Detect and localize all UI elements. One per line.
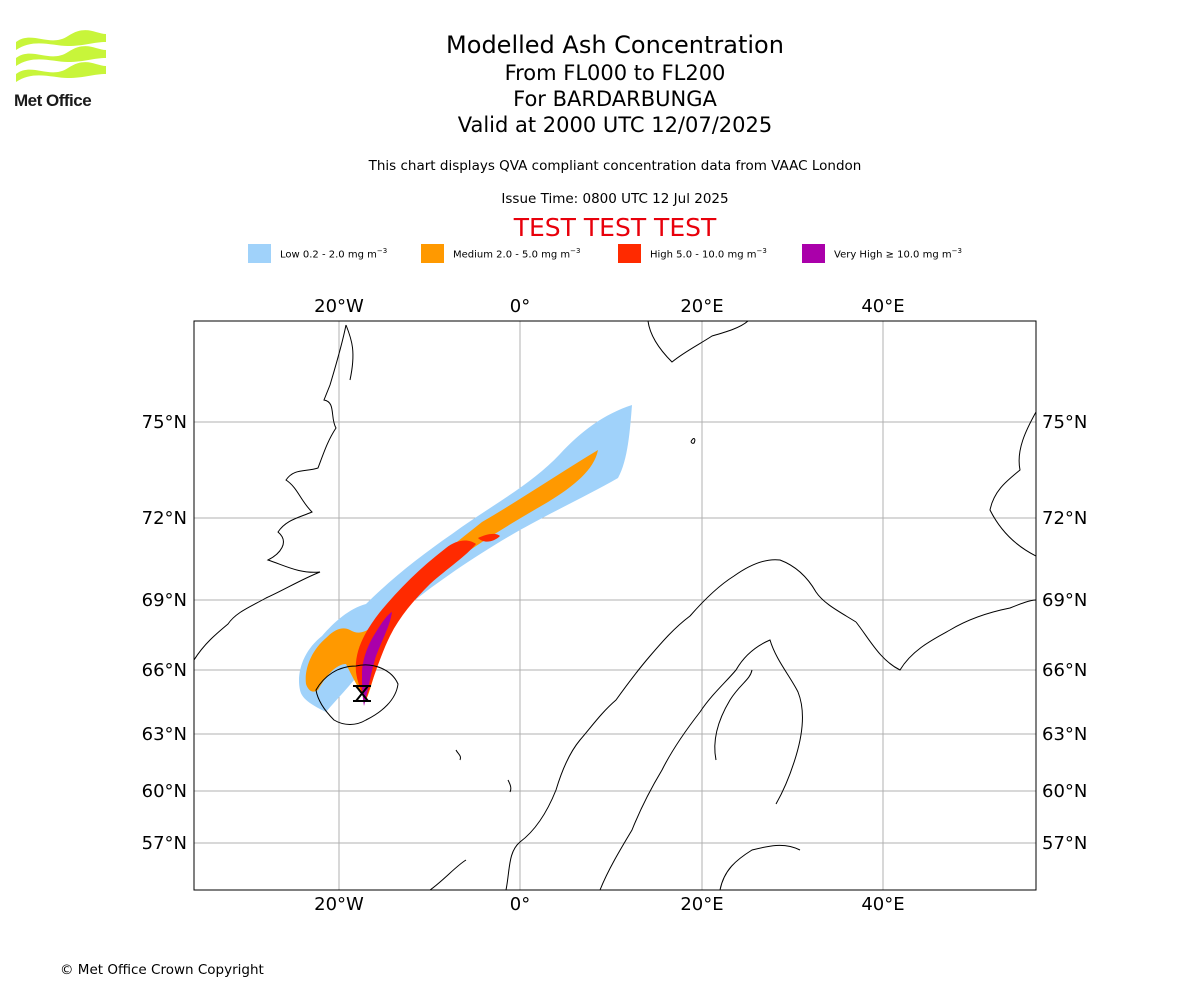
coast-russia xyxy=(855,599,1036,671)
ash-plume-very-high xyxy=(362,612,392,706)
chart-description: This chart displays QVA compliant concen… xyxy=(368,158,862,174)
legend-label-medium: Medium 2.0 - 5.0 mg m−3 xyxy=(453,247,581,261)
lat-label-right: 72°N xyxy=(1042,508,1087,529)
map-gridlines xyxy=(194,321,1036,890)
page-title: Modelled Ash Concentration xyxy=(446,31,784,59)
coast-bear-island xyxy=(690,438,696,444)
met-office-wordmark: Met Office xyxy=(14,91,92,110)
legend-swatch-medium xyxy=(421,244,444,263)
coast-iceland xyxy=(315,664,399,725)
coastlines xyxy=(194,321,1036,890)
lon-label-bottom: 20°E xyxy=(680,894,723,915)
lat-label-right: 66°N xyxy=(1042,660,1087,681)
legend-swatch-very-high xyxy=(802,244,825,263)
lat-label-right: 69°N xyxy=(1042,590,1087,611)
test-banner: TEST TEST TEST xyxy=(513,213,717,242)
lon-label-bottom: 20°W xyxy=(314,894,364,915)
met-office-logo xyxy=(16,30,106,82)
coast-sweden-finland xyxy=(599,639,803,890)
lon-label-bottom: 40°E xyxy=(861,894,904,915)
coast-shetland xyxy=(507,779,512,793)
lat-label-right: 60°N xyxy=(1042,781,1087,802)
lat-label-left: 75°N xyxy=(142,412,187,433)
lon-label-top: 40°E xyxy=(861,296,904,317)
copyright-notice: © Met Office Crown Copyright xyxy=(60,962,264,978)
coast-svalbard xyxy=(647,321,749,363)
legend-label-low: Low 0.2 - 2.0 mg m−3 xyxy=(280,247,388,261)
flight-level-range: From FL000 to FL200 xyxy=(504,61,726,85)
lat-label-left: 72°N xyxy=(142,508,187,529)
lon-label-top: 0° xyxy=(510,296,530,317)
lat-label-left: 60°N xyxy=(142,781,187,802)
lat-label-right: 75°N xyxy=(1042,412,1087,433)
chart-titles: Modelled Ash Concentration From FL000 to… xyxy=(0,30,1200,138)
coast-greenland-east xyxy=(345,324,354,381)
map-frame xyxy=(193,320,1037,891)
issue-time: Issue Time: 0800 UTC 12 Jul 2025 xyxy=(501,191,729,207)
legend-swatch-high xyxy=(618,244,641,263)
legend-label-very-high: Very High ≥ 10.0 mg m−3 xyxy=(834,247,962,261)
lon-labels-top: 20°W 0° 20°E 40°E xyxy=(314,296,904,317)
lat-labels-left: 75°N 72°N 69°N 66°N 63°N 60°N 57°N xyxy=(142,412,187,854)
coast-greenland xyxy=(194,324,347,661)
lat-label-left: 69°N xyxy=(142,590,187,611)
lat-label-left: 66°N xyxy=(142,660,187,681)
coast-gulf-bothnia xyxy=(714,669,753,761)
coast-faroe xyxy=(455,749,461,761)
lat-label-left: 63°N xyxy=(142,724,187,745)
lon-labels-bottom: 20°W 0° 20°E 40°E xyxy=(314,894,904,915)
lon-label-top: 20°E xyxy=(680,296,723,317)
lat-label-right: 63°N xyxy=(1042,724,1087,745)
coast-scotland xyxy=(429,859,467,890)
ash-plume-high-patch xyxy=(478,533,500,542)
legend-swatch-low xyxy=(248,244,271,263)
lon-label-top: 20°W xyxy=(314,296,364,317)
coast-norway xyxy=(505,559,857,890)
valid-time: Valid at 2000 UTC 12/07/2025 xyxy=(457,113,773,137)
legend-label-high: High 5.0 - 10.0 mg m−3 xyxy=(650,247,767,261)
ash-plume-medium xyxy=(305,450,598,700)
concentration-legend: Low 0.2 - 2.0 mg m−3 Medium 2.0 - 5.0 mg… xyxy=(0,244,1200,264)
coast-baltic xyxy=(719,844,801,890)
lon-label-bottom: 0° xyxy=(510,894,530,915)
lat-labels-right: 75°N 72°N 69°N 66°N 63°N 60°N 57°N xyxy=(1042,412,1087,854)
lat-label-right: 57°N xyxy=(1042,833,1087,854)
coast-russia-north xyxy=(989,411,1036,557)
volcano-name: For BARDARBUNGA xyxy=(513,87,717,111)
lat-label-left: 57°N xyxy=(142,833,187,854)
volcano-marker xyxy=(353,685,371,702)
